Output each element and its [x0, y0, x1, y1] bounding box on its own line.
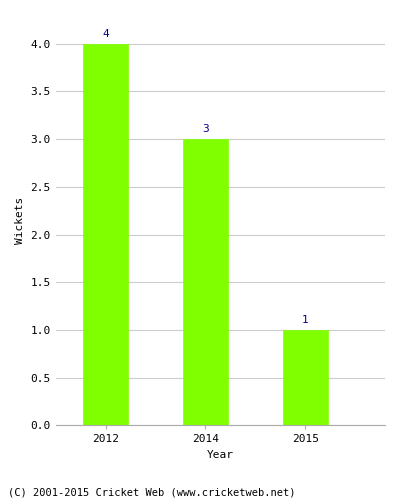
Y-axis label: Wickets: Wickets: [15, 196, 25, 244]
Text: 1: 1: [302, 315, 308, 325]
X-axis label: Year: Year: [207, 450, 234, 460]
Bar: [183, 139, 228, 426]
Text: 4: 4: [102, 29, 109, 39]
Bar: [83, 44, 128, 426]
Bar: [283, 330, 328, 426]
Text: 3: 3: [202, 124, 209, 134]
Text: (C) 2001-2015 Cricket Web (www.cricketweb.net): (C) 2001-2015 Cricket Web (www.cricketwe…: [8, 488, 296, 498]
